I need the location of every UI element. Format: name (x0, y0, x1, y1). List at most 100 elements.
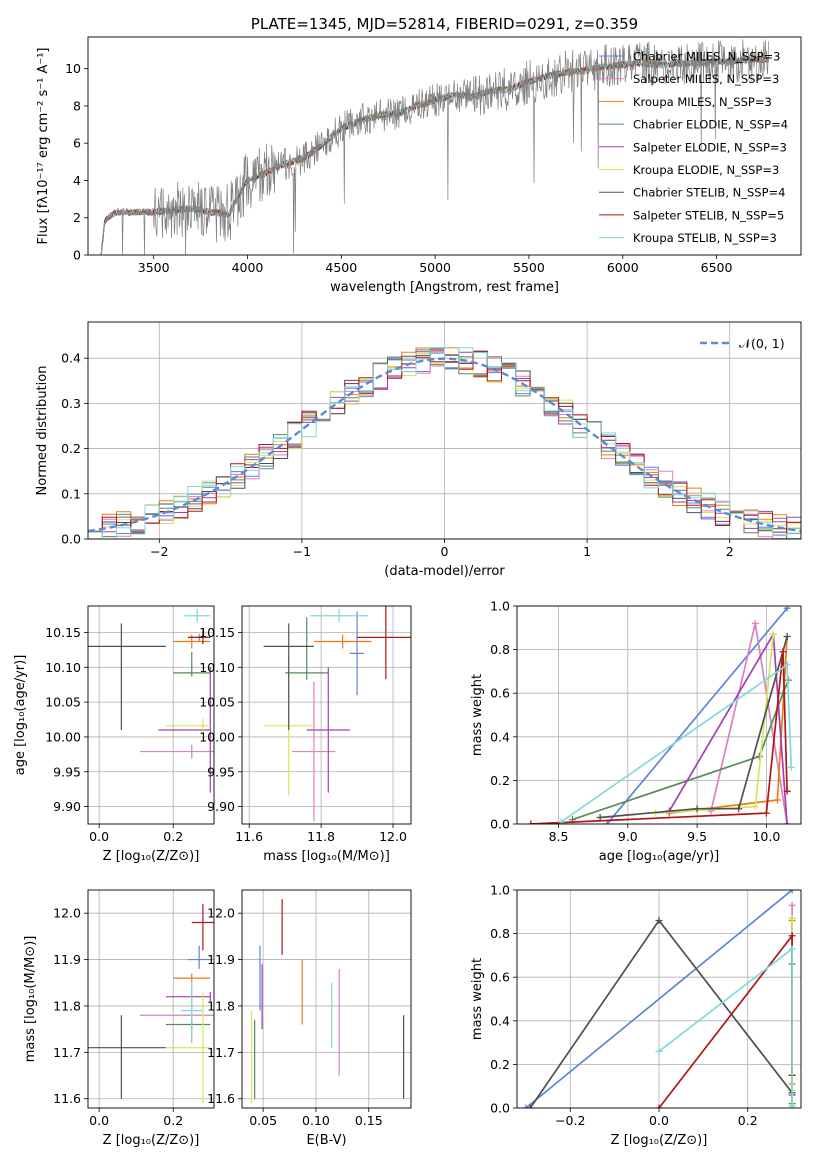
axes-frame (516, 605, 802, 825)
y-axis-label: mass weight (470, 674, 485, 756)
y-tick-label: 0.2 (490, 1057, 510, 1072)
x-tick-label: 9.5 (687, 829, 707, 844)
y-axis-label: age [log₁₀(age/yr)] (13, 655, 28, 776)
point-marker (788, 901, 796, 909)
point-marker (693, 805, 701, 813)
mass-weight-line (525, 890, 793, 1108)
y-tick-label: 0.8 (490, 926, 510, 941)
axes-mass_ebv: 0.05 0.10 0.15 11.6 11.7 11.8 11.9 12.0 E(B-V) (207, 889, 412, 1148)
x-axis-label: E(B-V) (306, 1133, 346, 1148)
x-tick-label: 4500 (325, 260, 357, 275)
y-tick-label: 2 (73, 210, 81, 225)
point-marker (522, 1104, 530, 1108)
point-marker (596, 813, 604, 821)
plot-area-age_Z (88, 608, 214, 793)
axes-age_mass: 11.6 11.8 12.0 9.90 9.95 10.00 10.05 10.10 10.15… (199, 605, 412, 864)
y-tick-label: 0.2 (490, 773, 510, 788)
y-tick-label: 0.4 (490, 729, 510, 744)
point-marker (527, 820, 535, 824)
legend-label: Salpeter ELODIE, N_SSP=3 (633, 140, 787, 154)
x-tick-label: 11.8 (307, 829, 335, 844)
y-tick-label: 6 (73, 136, 81, 151)
point-marker (788, 914, 796, 922)
y-tick-label: 10.10 (199, 660, 235, 675)
x-tick-label: 8.5 (549, 829, 569, 844)
y-tick-label: 10.15 (199, 625, 235, 640)
axes-frame (87, 36, 802, 256)
plot-area-mass_ebv (250, 899, 405, 1104)
point-marker (557, 818, 565, 824)
point-marker (788, 1102, 796, 1108)
y-tick-label: 10 (65, 61, 81, 76)
x-tick-label: 0.0 (89, 829, 109, 844)
y-tick-label: 12.0 (53, 906, 81, 921)
y-axis-label: Normed distribution (35, 366, 50, 496)
axes-frame (241, 605, 412, 825)
legend-label: Salpeter STELIB, N_SSP=5 (633, 208, 784, 222)
y-tick-label: 0.4 (490, 1013, 510, 1028)
x-tick-label: 9.0 (618, 829, 638, 844)
axes-frame (87, 889, 215, 1109)
y-tick-label: 9.90 (207, 799, 235, 814)
legend-label: Kroupa ELODIE, N_SSP=3 (633, 163, 779, 177)
y-tick-label: 12.0 (207, 906, 235, 921)
x-tick-label: 0.2 (163, 1113, 183, 1128)
x-tick-label: 10.0 (752, 829, 780, 844)
x-axis-label: mass [log₁₀(M/M⊙)] (263, 849, 390, 864)
point-marker (751, 619, 759, 627)
axes-frame (241, 889, 412, 1109)
x-tick-label: 3500 (138, 260, 170, 275)
y-tick-label: 10.10 (45, 660, 81, 675)
x-tick-label: 6500 (701, 260, 733, 275)
y-tick-label: 10.00 (199, 729, 235, 744)
x-tick-label: 11.6 (235, 829, 263, 844)
y-tick-label: 11.7 (207, 1045, 235, 1060)
axes-frame (87, 321, 802, 540)
x-tick-label: 1 (583, 544, 591, 559)
y-tick-label: 11.7 (53, 1045, 81, 1060)
y-tick-label: 11.9 (53, 952, 81, 967)
y-tick-label: 0.0 (61, 532, 81, 547)
legend-label: Kroupa MILES, N_SSP=3 (633, 95, 772, 109)
y-tick-label: 10.05 (199, 695, 235, 710)
point-marker (787, 763, 795, 771)
y-tick-label: 11.8 (207, 998, 235, 1013)
plot-area-mass_weight_age (527, 606, 795, 824)
y-tick-label: 0 (73, 248, 81, 263)
point-marker (773, 796, 781, 804)
y-tick-label: 11.9 (207, 952, 235, 967)
y-tick-label: 0.0 (490, 1101, 510, 1116)
mass-weight-line (530, 651, 788, 824)
legend-label: 𝒩(0, 1) (739, 336, 785, 351)
x-axis-label: (data-model)/error (384, 564, 505, 579)
y-tick-label: 11.6 (53, 1091, 81, 1106)
axes-mass_weight_Z: −0.2 0.0 0.2 0.0 0.2 0.4 0.6 0.8 1.0 Z [log₁₀(Z/Z… (470, 883, 802, 1148)
point-marker (783, 787, 791, 795)
axes-frame (516, 889, 802, 1109)
mass-weight-line (658, 933, 793, 1108)
x-tick-label: −1 (293, 544, 311, 559)
y-axis-label: Flux [fλ10⁻¹⁷ erg cm⁻² s⁻¹ A⁻¹] (36, 48, 51, 245)
y-axis-label: mass [log₁₀(M/M⊙)] (23, 936, 38, 1063)
point-marker (788, 945, 796, 953)
y-tick-label: 9.95 (207, 764, 235, 779)
axes-mass_weight_age: 8.5 9.0 9.5 10.0 0.0 0.2 0.4 0.6 0.8 1.0 age [log₁… (470, 599, 802, 864)
mass-weight-line (572, 679, 790, 821)
x-tick-label: 0.05 (249, 1113, 277, 1128)
plot-area-spectrum (100, 39, 770, 255)
legend-label: Chabrier ELODIE, N_SSP=4 (633, 118, 788, 132)
normal-curve (88, 357, 801, 533)
mass-weight-line (529, 919, 793, 1108)
plot-area-age_mass (263, 606, 411, 822)
x-tick-label: 0.2 (738, 1113, 758, 1128)
point-marker (783, 661, 791, 669)
x-tick-label: 0.10 (302, 1113, 330, 1128)
chart-title: PLATE=1345, MJD=52814, FIBERID=0291, z=0… (251, 15, 638, 33)
point-marker (769, 630, 777, 638)
point-marker (783, 633, 791, 641)
x-axis-label: Z [log₁₀(Z/Z⊙)] (611, 1133, 708, 1148)
x-tick-label: 6000 (607, 260, 639, 275)
x-tick-label: 0 (441, 544, 449, 559)
data-spectrum-line (100, 39, 770, 255)
legend-label: Salpeter MILES, N_SSP=3 (633, 72, 779, 86)
